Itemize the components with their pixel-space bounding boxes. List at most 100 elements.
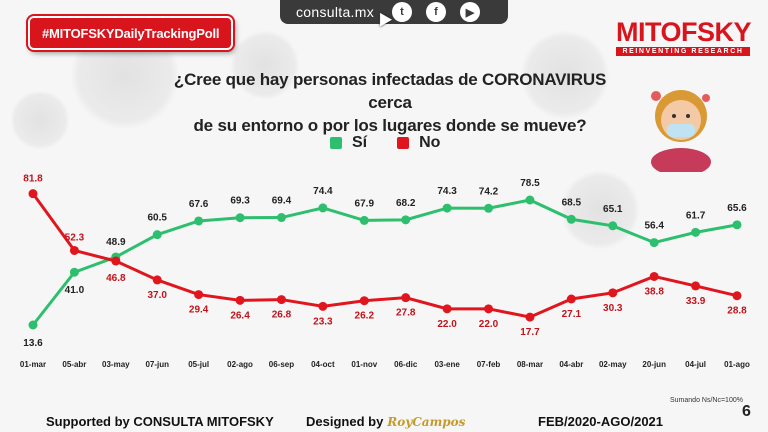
data-label-no: 23.3 <box>313 316 333 327</box>
chart-legend: Sí No <box>330 134 470 152</box>
virus-decoration <box>560 170 640 250</box>
data-point-si <box>525 195 535 205</box>
data-point-no <box>276 295 286 305</box>
data-label-no: 26.2 <box>355 311 375 322</box>
x-tick-label: 07-feb <box>477 360 501 369</box>
sick-person-illustration <box>651 90 711 172</box>
x-tick-label: 08-mar <box>517 360 543 369</box>
data-point-si <box>442 203 452 213</box>
x-tick-label: 06-dic <box>394 360 418 369</box>
data-point-no <box>235 295 245 305</box>
data-point-si <box>276 213 286 223</box>
period: FEB/2020-AGO/2021 <box>538 414 664 429</box>
data-point-si <box>235 213 245 223</box>
data-point-no <box>691 281 701 291</box>
x-tick-label: 05-jul <box>188 360 209 369</box>
x-tick-label: 02-ago <box>227 360 253 369</box>
data-label-si: 74.3 <box>437 186 457 197</box>
supported-by: Supported by CONSULTA MITOFSKY <box>46 414 274 429</box>
data-point-no <box>525 312 535 322</box>
data-label-si: 67.9 <box>355 198 375 209</box>
data-point-si <box>28 320 38 330</box>
data-label-no: 26.4 <box>230 310 250 321</box>
x-tick-label: 04-jul <box>685 360 706 369</box>
data-label-no: 27.8 <box>396 308 416 319</box>
x-tick-label: 01-mar <box>20 360 46 369</box>
data-label-no: 30.3 <box>603 303 623 314</box>
data-label-no: 33.9 <box>686 296 706 307</box>
data-point-si <box>691 227 701 237</box>
data-label-no: 37.0 <box>148 290 168 301</box>
question-line-2: de su entorno o por los lugares donde se… <box>193 116 587 135</box>
data-point-no <box>111 256 121 266</box>
data-point-no <box>194 290 204 300</box>
x-tick-label: 07-jun <box>145 360 169 369</box>
hashtag-badge: #MITOFSKYDailyTrackingPoll <box>28 16 234 50</box>
footer: Supported by CONSULTA MITOFSKY Designed … <box>0 404 768 432</box>
data-label-si: 61.7 <box>686 210 706 221</box>
top-bar: consulta.mx t f ▶ <box>280 0 508 24</box>
data-point-si <box>69 267 79 277</box>
x-tick-label: 03-ene <box>434 360 460 369</box>
x-tick-label: 06-sep <box>269 360 294 369</box>
youtube-icon[interactable]: ▶ <box>460 2 480 22</box>
data-point-si <box>194 216 204 226</box>
x-tick-label: 04-oct <box>311 360 335 369</box>
data-label-si: 60.5 <box>148 213 168 224</box>
twitter-icon[interactable]: t <box>392 2 412 22</box>
question-title: ¿Cree que hay personas infectadas de COR… <box>160 68 620 137</box>
data-label-si: 41.0 <box>65 285 85 296</box>
data-point-si <box>484 203 494 213</box>
data-point-no <box>484 304 494 314</box>
virus-decoration <box>230 30 300 100</box>
data-label-no: 46.8 <box>106 273 126 284</box>
data-point-si <box>152 230 162 240</box>
page-number: 6 <box>742 403 751 420</box>
virus-decoration <box>520 30 610 120</box>
data-label-si: 65.6 <box>727 203 747 214</box>
data-label-no: 22.0 <box>479 319 499 330</box>
data-point-si <box>318 203 328 213</box>
x-tick-label: 04-abr <box>559 360 583 369</box>
data-label-no: 38.8 <box>644 286 664 297</box>
data-label-no: 22.0 <box>437 319 457 330</box>
facebook-icon[interactable]: f <box>426 2 446 22</box>
question-line-1: ¿Cree que hay personas infectadas de COR… <box>173 70 607 112</box>
data-label-si: 68.5 <box>562 197 582 208</box>
data-label-si: 67.6 <box>189 199 209 210</box>
data-point-si <box>401 215 411 225</box>
x-tick-label: 20-jun <box>642 360 666 369</box>
data-label-no: 27.1 <box>562 309 582 320</box>
data-label-no: 81.8 <box>23 174 43 185</box>
data-point-no <box>608 288 618 298</box>
data-label-si: 65.1 <box>603 204 623 215</box>
series-line-si <box>31 198 738 326</box>
data-label-si: 48.9 <box>106 237 126 248</box>
site-link[interactable]: consulta.mx <box>296 4 374 20</box>
data-label-no: 28.8 <box>727 306 747 317</box>
data-point-si <box>732 220 742 230</box>
series-line-no <box>31 192 738 319</box>
data-label-si: 74.2 <box>479 186 499 197</box>
x-tick-label: 01-nov <box>351 360 377 369</box>
data-point-si <box>608 221 618 231</box>
data-label-si: 68.2 <box>396 198 416 209</box>
data-label-si: 56.4 <box>644 221 664 232</box>
legend-item-si: Sí <box>330 134 367 152</box>
data-point-no <box>28 189 38 199</box>
data-label-no: 17.7 <box>520 327 540 338</box>
designed-by: Designed by RoyCampos <box>306 414 465 429</box>
sum-note: Sumando Ns/Nc=100% <box>670 397 743 404</box>
designer-signature: RoyCampos <box>387 415 466 429</box>
data-label-si: 13.6 <box>23 338 43 349</box>
x-tick-label: 05-abr <box>62 360 86 369</box>
data-label-si: 69.3 <box>230 196 250 207</box>
brand-logo: MITOFSKY REINVENTING RESEARCH <box>616 17 752 56</box>
data-label-si: 69.4 <box>272 196 292 207</box>
x-tick-label: 01-ago <box>724 360 750 369</box>
legend-label-no: No <box>419 134 441 151</box>
data-label-si: 74.4 <box>313 186 333 197</box>
data-point-si <box>649 238 659 248</box>
data-point-no <box>359 296 369 306</box>
brand-name: MITOFSKY <box>616 17 752 47</box>
